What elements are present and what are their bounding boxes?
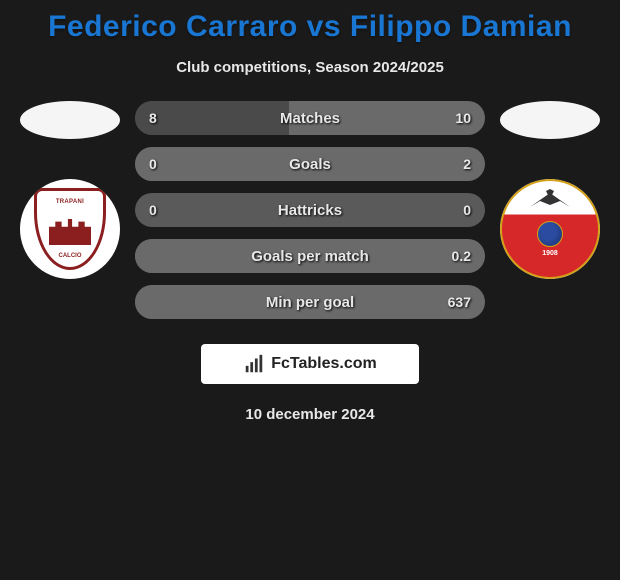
stat-value-right: 0	[463, 202, 471, 218]
stats-column: 8 Matches 10 0 Goals 2 0 Hattricks 0 Goals per ma…	[135, 101, 485, 319]
right-badge-inner: 1908	[500, 179, 600, 279]
stat-label: Goals	[289, 156, 331, 173]
stat-value-right: 0.2	[452, 248, 471, 264]
stat-value-left: 0	[149, 202, 157, 218]
subtitle: Club competitions, Season 2024/2025	[0, 59, 620, 76]
branding-text: FcTables.com	[271, 355, 377, 373]
right-club-badge: 1908	[500, 179, 600, 279]
left-side: TRAPANI CALCIO	[20, 101, 120, 279]
right-badge-year: 1908	[542, 250, 558, 257]
left-club-badge: TRAPANI CALCIO	[20, 179, 120, 279]
branding-box: FcTables.com	[201, 344, 419, 384]
ball-icon	[537, 221, 563, 247]
left-nat-oval	[20, 101, 120, 139]
stat-value-right: 10	[455, 110, 471, 126]
stat-row: 0 Hattricks 0	[135, 193, 485, 227]
right-side: 1908	[500, 101, 600, 279]
stat-value-left: 0	[149, 156, 157, 172]
page-title: Federico Carraro vs Filippo Damian	[0, 10, 620, 44]
stat-value-right: 2	[463, 156, 471, 172]
stat-row: 0 Goals 2	[135, 147, 485, 181]
stat-label: Matches	[280, 110, 340, 127]
left-shield: TRAPANI CALCIO	[34, 188, 106, 270]
stat-label: Min per goal	[266, 294, 354, 311]
comparison-card: Federico Carraro vs Filippo Damian Club …	[0, 0, 620, 423]
stat-row: 8 Matches 10	[135, 101, 485, 135]
stat-row: Min per goal 637	[135, 285, 485, 319]
bars-icon	[243, 353, 265, 375]
stat-label: Goals per match	[251, 248, 369, 265]
stat-value-left: 8	[149, 110, 157, 126]
eagle-icon	[520, 189, 580, 213]
stat-value-right: 637	[448, 294, 471, 310]
left-shield-top-text: TRAPANI	[56, 199, 84, 205]
left-shield-bottom-text: CALCIO	[59, 253, 82, 259]
right-nat-oval	[500, 101, 600, 139]
stat-label: Hattricks	[278, 202, 342, 219]
castle-icon	[49, 219, 91, 245]
stat-row: Goals per match 0.2	[135, 239, 485, 273]
main-layout: TRAPANI CALCIO 8 Matches 10 0 Goals 2 0 Hattric…	[0, 101, 620, 319]
stat-fill-left	[135, 101, 289, 135]
date-text: 10 december 2024	[0, 406, 620, 423]
